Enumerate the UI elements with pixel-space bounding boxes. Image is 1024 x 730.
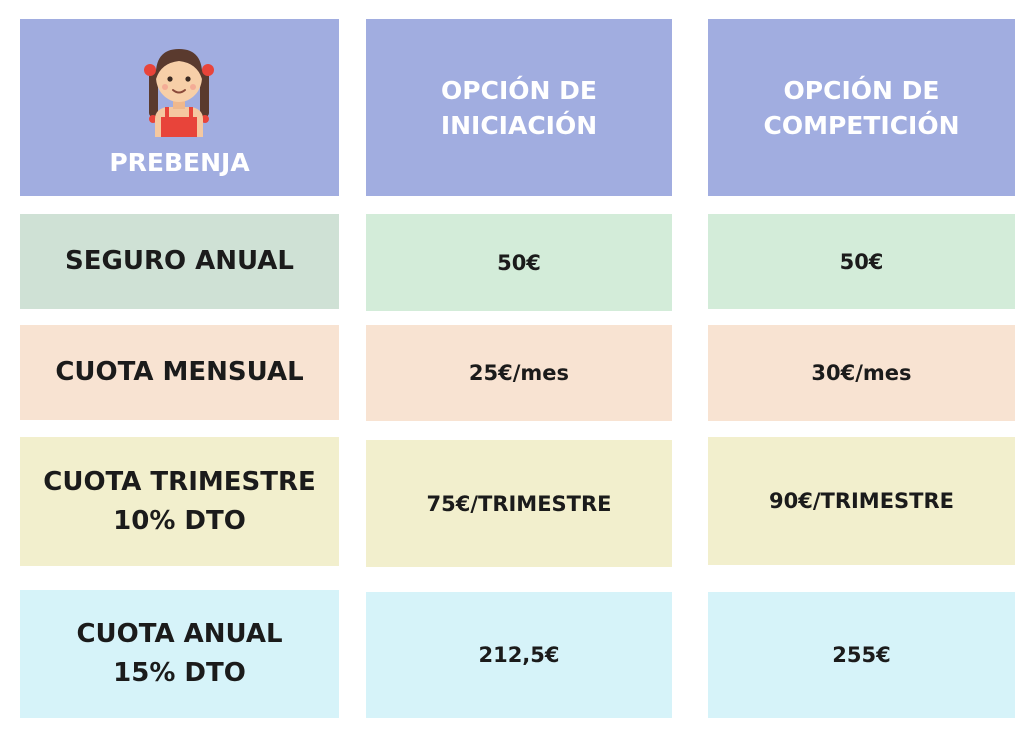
header-competicion-line-2: COMPETICIÓN <box>763 110 960 140</box>
girl-avatar-icon <box>144 49 214 137</box>
cell-value: 50€ <box>839 249 884 274</box>
cell-anual-iniciacion: 212,5€ <box>366 592 672 718</box>
cell-trimestre-iniciacion: 75€/TRIMESTRE <box>366 440 672 567</box>
row-label-text: CUOTA ANUAL <box>76 619 283 649</box>
row-label-discount: 10% DTO <box>113 505 246 536</box>
header-option-competicion: OPCIÓN DE COMPETICIÓN <box>708 19 1015 196</box>
row-label-text: CUOTA TRIMESTRE <box>43 466 316 497</box>
row-label-cuota-anual: CUOTA ANUAL 15% DTO <box>20 590 339 718</box>
row-label-text: SEGURO ANUAL <box>65 246 294 276</box>
cell-trimestre-competicion: 90€/TRIMESTRE <box>708 437 1015 565</box>
cell-mensual-competicion: 30€/mes <box>708 325 1015 421</box>
cell-mensual-iniciacion: 25€/mes <box>366 325 672 421</box>
cell-value: 75€/TRIMESTRE <box>426 491 612 516</box>
row-label-seguro-anual: SEGURO ANUAL <box>20 214 339 309</box>
header-option-iniciacion: OPCIÓN DE INICIACIÓN <box>366 19 672 196</box>
cell-value: 50€ <box>497 250 541 275</box>
row-label-cuota-trimestre: CUOTA TRIMESTRE 10% DTO <box>20 437 339 566</box>
header-iniciacion-line-2: INICIACIÓN <box>440 110 598 140</box>
cell-value: 30€/mes <box>811 361 912 385</box>
header-competicion-line-1: OPCIÓN DE <box>783 75 940 105</box>
cell-value: 212,5€ <box>478 643 560 667</box>
header-iniciacion-line-1: OPCIÓN DE <box>441 75 597 105</box>
category-label: PREBENJA <box>109 148 250 177</box>
cell-seguro-iniciacion: 50€ <box>366 214 672 311</box>
cell-seguro-competicion: 50€ <box>708 214 1015 309</box>
cell-value: 90€/TRIMESTRE <box>768 489 955 513</box>
row-label-text: CUOTA MENSUAL <box>55 357 304 387</box>
cell-value: 255€ <box>832 643 891 667</box>
cell-anual-competicion: 255€ <box>708 592 1015 718</box>
cell-value: 25€/mes <box>468 361 570 385</box>
row-label-cuota-mensual: CUOTA MENSUAL <box>20 325 339 420</box>
row-label-discount: 15% DTO <box>113 658 246 688</box>
